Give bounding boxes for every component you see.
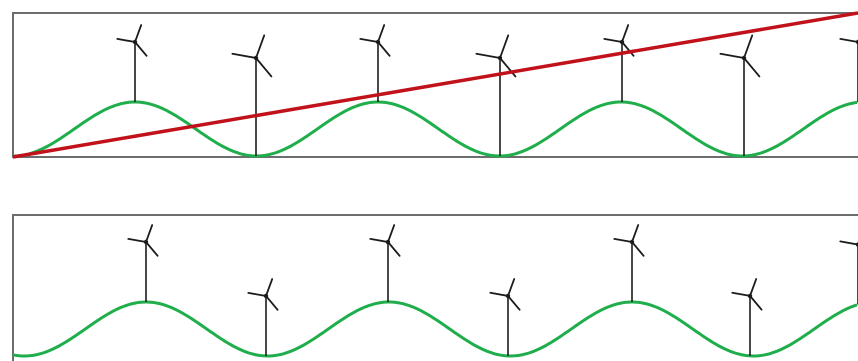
turbine-blade [507, 295, 521, 311]
turbine-blade [613, 237, 633, 243]
turbine-blade [839, 240, 858, 246]
turbine-blade [731, 291, 751, 297]
wind-turbine-icon [613, 224, 645, 302]
turbine-hub [855, 242, 858, 247]
turbine-blade [145, 224, 154, 243]
wind-turbine-icon [127, 224, 159, 302]
turbine-blade [377, 41, 391, 57]
wind-turbine-icon [369, 224, 401, 303]
diagonal-line [12, 11, 858, 159]
turbine-blade [621, 24, 630, 43]
turbine-blade [134, 24, 143, 43]
turbine-hub [253, 55, 259, 61]
turbine-blade [359, 38, 379, 43]
panel-top-frame [12, 12, 858, 158]
turbine-hub [629, 239, 635, 245]
panel-bottom-frame [12, 214, 858, 361]
terrain-top [13, 100, 858, 158]
turbine-blade [116, 38, 136, 43]
turbine-blade [387, 224, 396, 243]
turbine-hub [741, 55, 747, 61]
wind-turbine-icon [247, 278, 279, 356]
turbine-hub [619, 39, 625, 45]
wind-turbine-icon [839, 240, 858, 305]
turbines-top [116, 24, 858, 156]
turbine-blade [749, 278, 758, 297]
wind-turbine-icon [489, 278, 521, 356]
turbine-hub [505, 293, 511, 299]
wind-turbine-icon [603, 24, 635, 103]
turbine-blade [255, 34, 266, 59]
turbine-hub [385, 239, 391, 245]
turbine-blade [265, 278, 274, 297]
wind-turbine-icon [839, 38, 858, 103]
wind-turbine-icon [116, 24, 148, 102]
panel-top [12, 11, 858, 159]
wind-turbine-icon [359, 24, 391, 102]
turbine-hub [375, 39, 381, 45]
turbine-hub [143, 239, 149, 245]
turbine-blade [489, 291, 509, 297]
turbine-blade [507, 278, 516, 297]
turbine-blade [247, 291, 267, 297]
turbine-blade [231, 52, 257, 59]
turbine-blade [377, 24, 386, 43]
turbine-blade [475, 52, 501, 59]
turbine-blade [603, 38, 623, 43]
terrain-bottom [12, 300, 858, 358]
turbine-blade [621, 41, 635, 57]
panel-bottom [12, 214, 858, 361]
turbine-hub [263, 293, 269, 299]
wind-turbine-icon [731, 278, 763, 356]
turbine-blade [145, 241, 159, 257]
turbine-blade [743, 57, 761, 78]
turbine-hub [497, 55, 503, 61]
turbine-blade [839, 38, 858, 43]
turbines-bottom [127, 224, 858, 356]
wind-turbine-icon [231, 34, 273, 156]
wind-turbine-icon [475, 34, 517, 156]
turbine-blade [499, 34, 510, 59]
turbine-blade [127, 237, 147, 243]
turbine-blade [369, 237, 389, 243]
turbine-blade [255, 57, 273, 78]
turbine-blade [631, 241, 645, 257]
turbine-hub [132, 39, 138, 45]
turbine-blade [631, 224, 640, 243]
turbine-hub [855, 39, 858, 45]
turbine-blade [743, 34, 754, 59]
turbine-blade [265, 295, 279, 311]
turbine-blade [387, 241, 401, 257]
turbine-blade [749, 294, 763, 311]
turbine-blade [134, 41, 148, 57]
turbine-blade [719, 52, 745, 59]
wind-turbine-icon [719, 34, 761, 156]
turbine-hub [747, 293, 753, 299]
